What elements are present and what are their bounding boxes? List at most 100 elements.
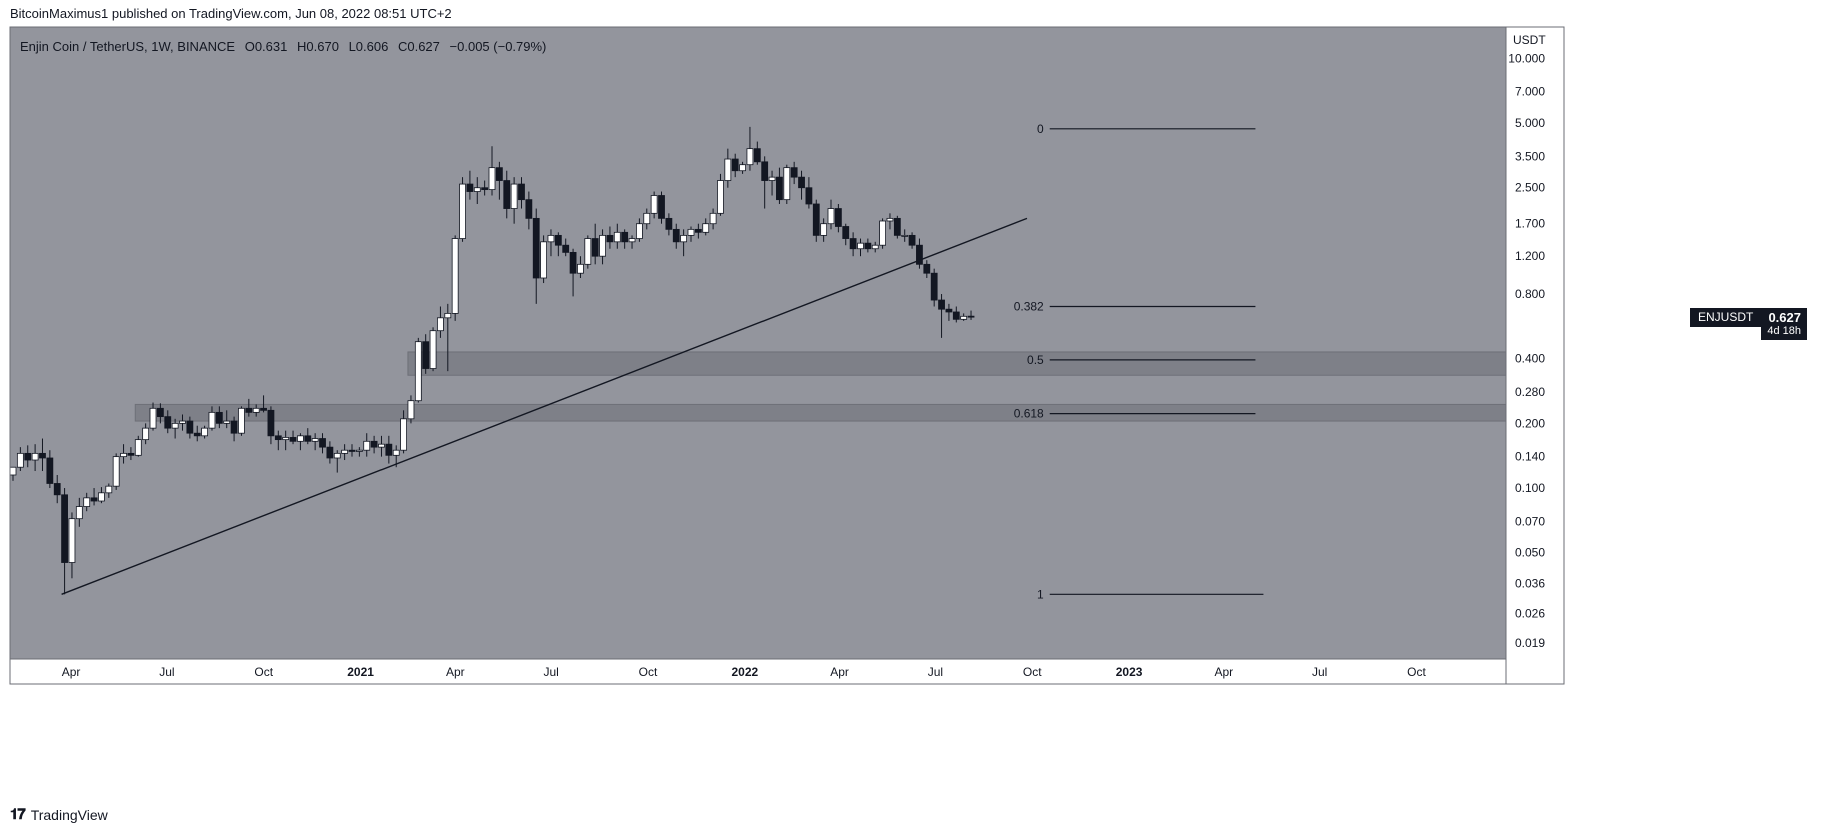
candle-body-bear — [348, 449, 356, 452]
candle-body-bear — [938, 299, 945, 310]
candle — [400, 410, 407, 454]
candles — [9, 126, 975, 595]
price-tick-label: 0.036 — [1515, 576, 1545, 590]
candle-body-bull — [540, 241, 548, 279]
candle-body-bear — [694, 228, 702, 233]
fib-level-label: 1 — [1037, 587, 1044, 601]
candle — [201, 425, 209, 439]
candle-body-bear — [916, 244, 923, 265]
fib-level-label: 0.382 — [1014, 299, 1044, 313]
candle-body-bull — [311, 438, 319, 442]
fib-level-label: 0 — [1037, 122, 1044, 136]
candle-body-bull — [886, 217, 894, 222]
candle — [142, 423, 150, 445]
candle — [179, 414, 186, 431]
candle — [238, 406, 245, 436]
candle-body-bull — [547, 234, 555, 243]
price-tick-label: 0.200 — [1515, 416, 1545, 430]
candle-body-bear — [790, 167, 798, 178]
candle — [709, 208, 717, 230]
candle — [886, 213, 894, 230]
fib-levels[interactable]: 0 0.382 0.5 0.618 1 — [1014, 122, 1264, 602]
candle — [311, 433, 319, 451]
time-axis[interactable]: Apr Jul Oct 2021 Apr Jul Oct 2022 Apr Jul Oct 2023 A… — [62, 665, 1427, 679]
candle-body-bull — [901, 234, 909, 237]
candle-body-bear — [260, 407, 267, 411]
candle-body-bear — [798, 176, 805, 189]
candle — [370, 435, 378, 454]
ascending-trendline[interactable] — [61, 217, 1028, 595]
candle — [304, 428, 312, 445]
candle-body-bull — [687, 228, 695, 236]
candle-body-bull — [208, 411, 216, 429]
time-tick-label: Oct — [254, 665, 273, 679]
publisher-credit: BitcoinMaximus1 published on TradingView… — [10, 6, 452, 21]
price-tick-label: 0.800 — [1515, 287, 1545, 301]
candle-body-bull — [960, 315, 968, 320]
candle-body-bull — [680, 234, 688, 243]
candle — [761, 156, 769, 209]
candle-body-bull — [636, 223, 643, 239]
price-axis[interactable]: 10.000 7.000 5.000 3.500 2.500 1.700 1.200 0.80… — [1508, 51, 1545, 650]
time-tick-label: Oct — [639, 665, 658, 679]
candle — [562, 238, 570, 257]
candle-body-bull — [238, 407, 245, 434]
candle — [444, 303, 452, 372]
candle — [805, 177, 813, 209]
tradingview-footer[interactable]: 𝟏𝟕 TradingView — [10, 806, 108, 823]
candle-body-bear — [945, 308, 953, 313]
time-tick-label: Oct — [1023, 665, 1042, 679]
candle — [753, 141, 761, 165]
candle — [510, 177, 518, 224]
candle — [908, 232, 916, 249]
candle-body-bear — [186, 420, 194, 434]
legend-open-label: O — [244, 39, 255, 54]
candle-body-bull — [746, 148, 754, 166]
candle-body-bull — [282, 437, 290, 441]
candle — [274, 430, 282, 451]
candle-body-bear — [370, 440, 378, 448]
candle-body-bull — [628, 238, 636, 243]
candle — [871, 241, 879, 253]
candle — [584, 235, 592, 269]
candle — [422, 334, 430, 374]
candle-body-bull — [68, 518, 76, 563]
candle — [473, 177, 481, 204]
price-tick-label: 0.026 — [1515, 607, 1545, 621]
candle-body-bull — [643, 212, 651, 225]
candle — [938, 294, 945, 338]
candle-body-bull — [473, 187, 481, 192]
candle-body-bull — [105, 485, 113, 494]
candle — [820, 218, 828, 242]
candle — [879, 218, 886, 249]
candle — [554, 232, 562, 257]
candle — [540, 235, 548, 284]
candle-body-bear — [503, 180, 511, 209]
trendline-group[interactable] — [61, 217, 1028, 595]
candle — [164, 410, 172, 434]
candle — [842, 223, 850, 246]
candle — [333, 450, 341, 473]
candle — [134, 435, 142, 457]
candle — [105, 483, 113, 498]
candle — [658, 191, 665, 224]
candle-body-bear — [591, 238, 599, 257]
candle-body-bull — [510, 183, 518, 209]
support-zones — [134, 351, 1507, 422]
candle-body-bull — [444, 313, 452, 319]
price-tick-label: 2.500 — [1515, 181, 1545, 195]
price-tick-label: 7.000 — [1515, 85, 1545, 99]
candle — [61, 488, 68, 595]
candle — [717, 173, 724, 216]
candle-body-bull — [414, 341, 422, 402]
candle — [348, 444, 356, 457]
candle — [341, 444, 349, 461]
candle-body-bear — [930, 272, 938, 301]
legend-symbol: Enjin Coin / TetherUS, 1W, BINANCE — [20, 39, 236, 54]
candle-body-bull — [149, 407, 157, 429]
fib-level-label: 0.618 — [1014, 407, 1044, 421]
candle — [282, 430, 290, 451]
candle-body-bear — [230, 420, 238, 434]
time-tick-label: Jul — [543, 665, 558, 679]
